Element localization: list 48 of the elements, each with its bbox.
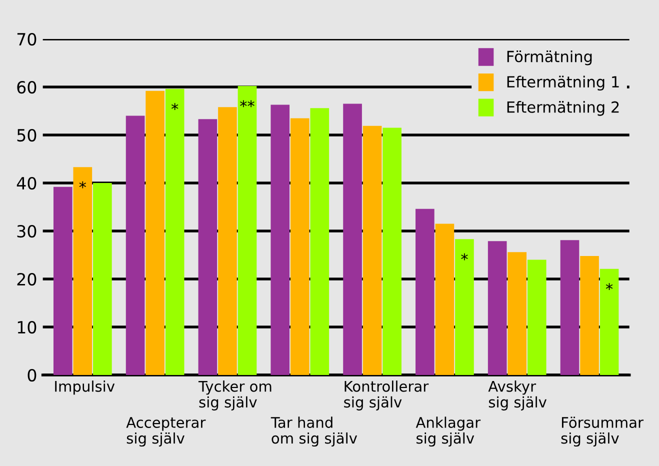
bar (126, 116, 145, 375)
bar (238, 86, 257, 375)
bar (455, 239, 474, 375)
bar (488, 241, 507, 375)
legend-label: Förmätning (507, 50, 592, 66)
bar (580, 256, 599, 375)
bar (382, 128, 402, 375)
x-tick-label: Tar hand om sig själv (270, 416, 358, 447)
x-tick-label: Kontrollerar sig själv (344, 380, 429, 410)
annotation: * (606, 283, 613, 290)
bar (600, 268, 619, 375)
bar (416, 208, 434, 375)
bar (343, 104, 362, 375)
x-tick-label: Anklagar sig själv (416, 416, 481, 447)
y-tick-label: 20 (17, 272, 36, 286)
bar (435, 224, 454, 375)
x-tick-label: Försummar sig själv (561, 416, 644, 447)
bar (165, 88, 184, 375)
legend-label: Eftermätning 2 (507, 101, 619, 116)
y-tick-label: 50 (17, 128, 36, 142)
bar (146, 90, 164, 375)
annotation: * (79, 181, 86, 188)
bar (198, 119, 218, 375)
bar (310, 108, 330, 375)
bar (527, 260, 546, 375)
bar (73, 167, 92, 375)
bar (362, 126, 382, 375)
annotation: ** (240, 100, 254, 108)
y-tick-label: 40 (16, 176, 36, 190)
x-tick-label: Impulsiv (55, 380, 115, 395)
bar (270, 104, 290, 375)
bar (290, 118, 310, 375)
bar (508, 252, 527, 375)
y-tick-label: 10 (18, 320, 36, 334)
x-tick-label: Avskyr sig själv (488, 380, 547, 410)
annotation: * (171, 103, 178, 110)
legend-label: Eftermätning 1 (507, 76, 619, 91)
bar (560, 240, 580, 375)
bar (218, 107, 237, 375)
x-tick-label: Accepterar sig själv (126, 417, 206, 447)
y-tick-label: 30 (17, 224, 36, 238)
bar (53, 186, 72, 375)
y-tick-label: 60 (17, 80, 36, 94)
annotation: * (461, 253, 468, 260)
x-tick-label: Tycker om sig själv (198, 380, 272, 410)
y-tick-label: 70 (17, 32, 36, 46)
y-tick-label: 0 (28, 368, 36, 382)
bar (93, 183, 112, 375)
